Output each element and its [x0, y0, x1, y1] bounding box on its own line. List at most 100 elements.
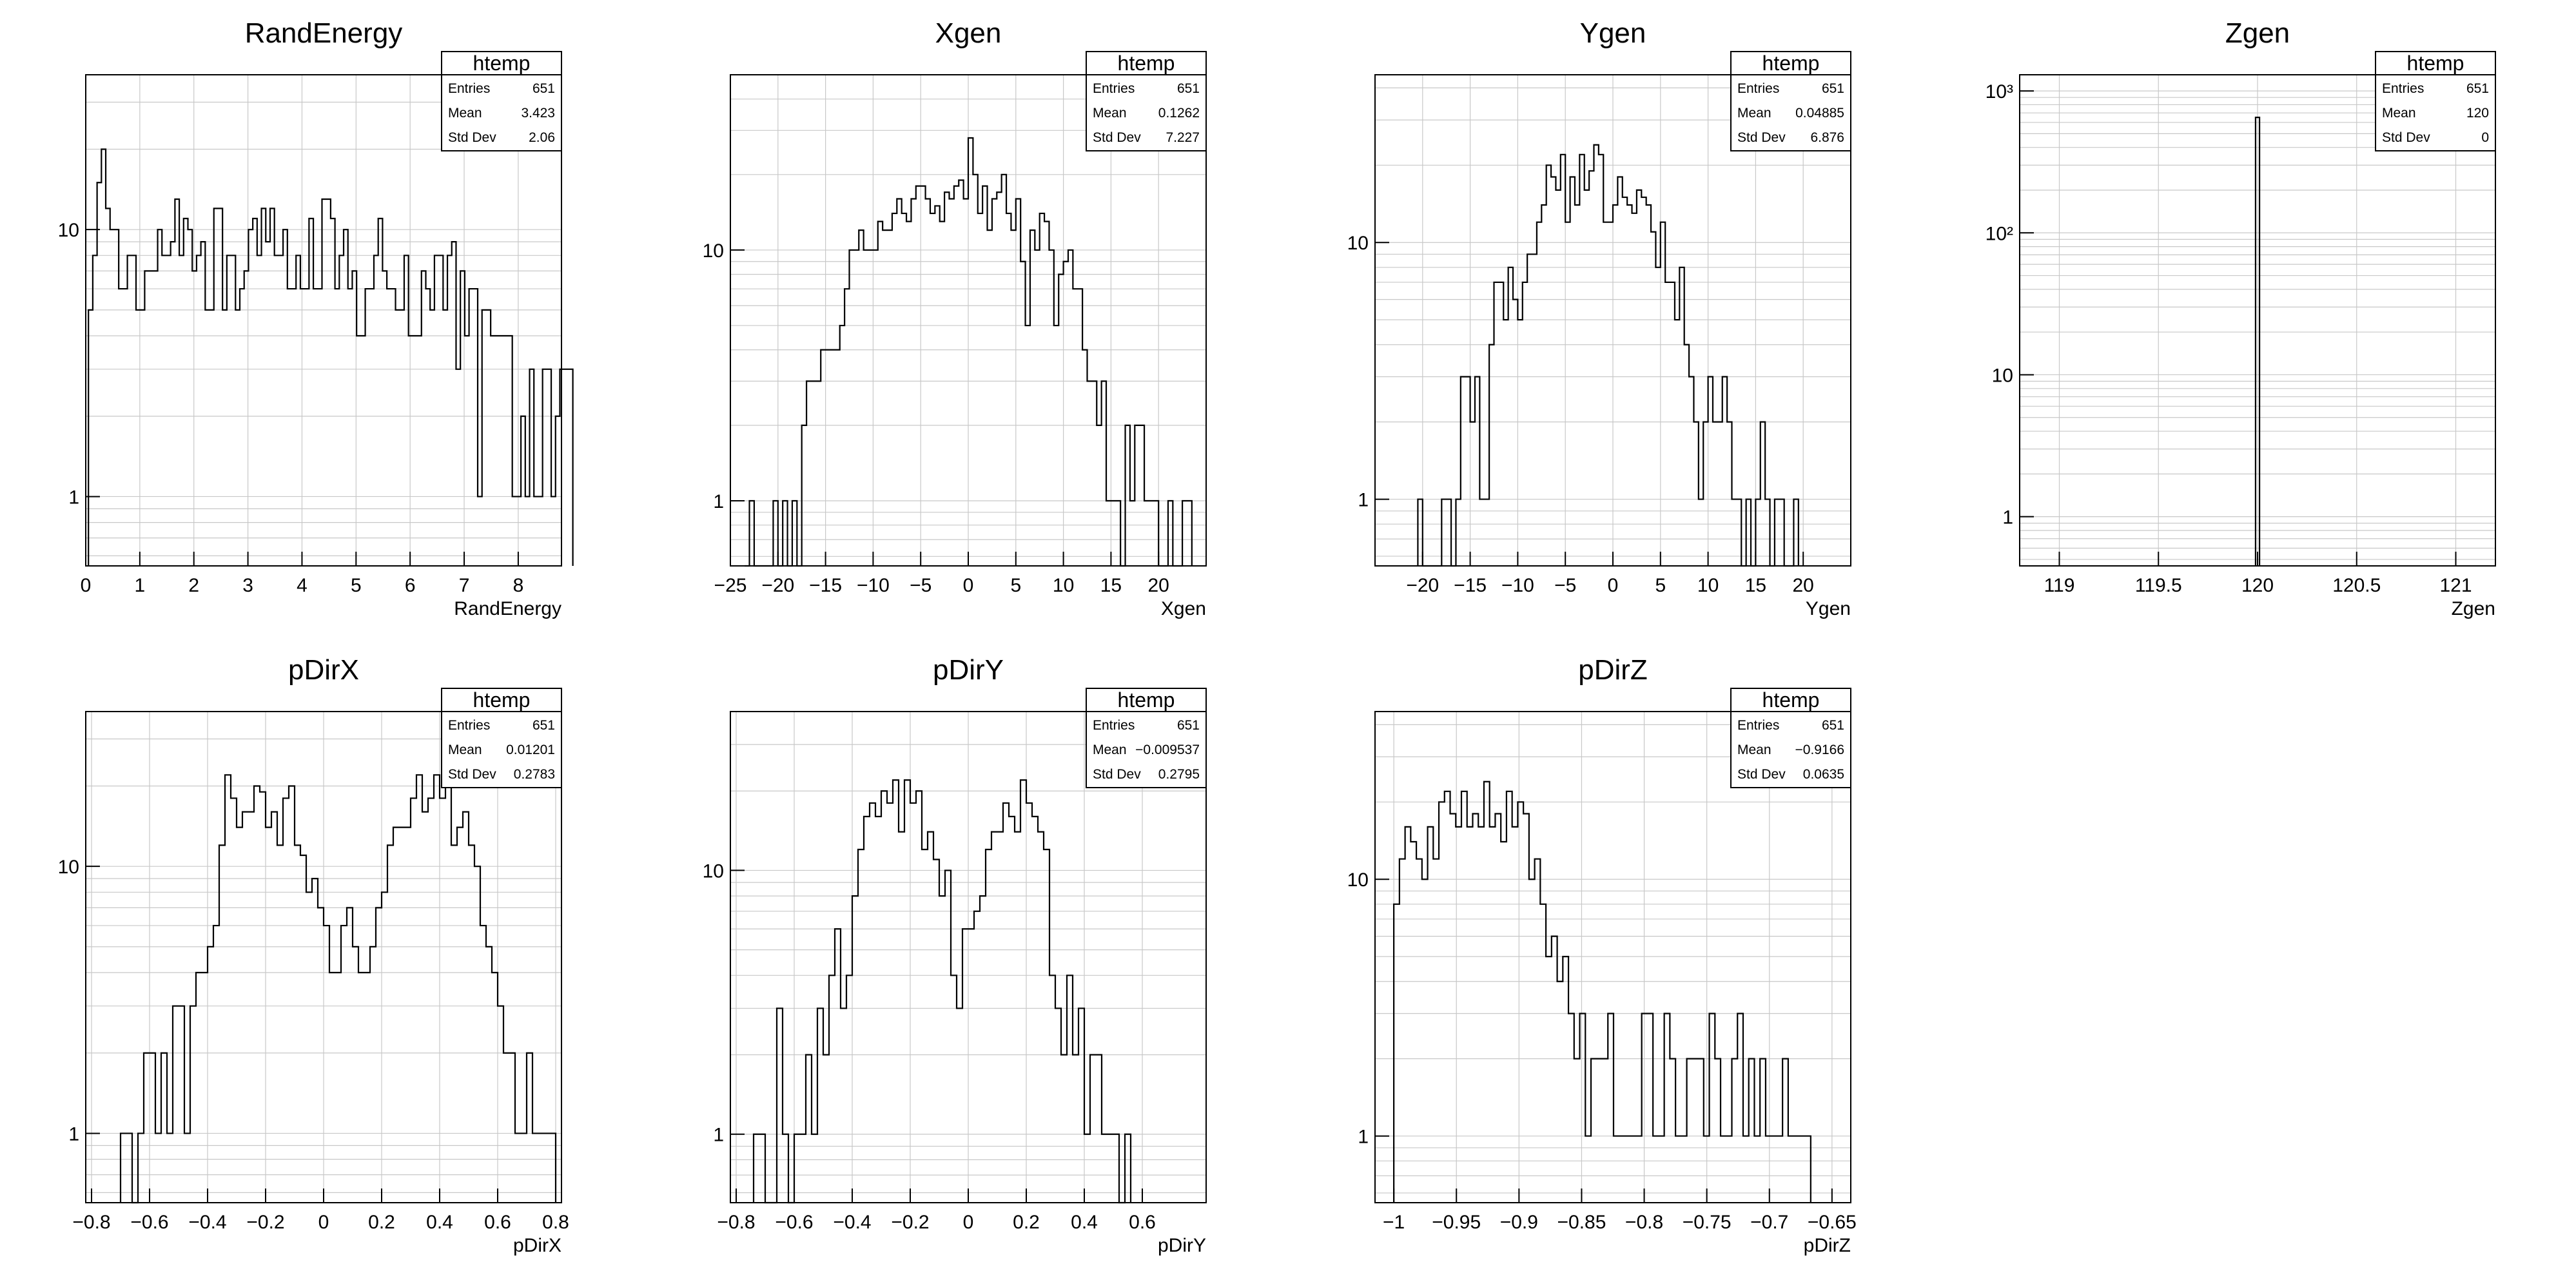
x-tick-label: −1: [1383, 1212, 1405, 1233]
x-tick-label: −20: [761, 575, 794, 596]
y-tick-label: 10: [703, 860, 724, 882]
y-tick-label: 1: [1358, 490, 1369, 511]
x-tick-label: 2: [188, 575, 199, 596]
x-tick-label: −0.8: [717, 1212, 755, 1233]
y-tick-label: 1: [1358, 1127, 1369, 1148]
histogram-outline: [2254, 117, 2261, 566]
x-axis: −0.8 −0.6 −0.4 −0.2 0 0.2 0.4 0.6 0.8: [72, 1189, 569, 1233]
histogram-panel-7: −1 −0.95 −0.9 −0.85 −0.8 −0.75 −0.7 −0.65 1 10 pDi…: [1347, 654, 1857, 1256]
stats-box: htemp Entries 651 Mean −0.009537 Std Dev 0.279…: [1086, 688, 1207, 788]
y-tick-label: 10: [1347, 233, 1369, 254]
stats-key: Std Dev: [448, 130, 496, 145]
stats-box: htemp Entries 651 Mean 3.423 Std Dev 2.06: [441, 51, 562, 151]
stats-box: htemp Entries 651 Mean 0.01201 Std Dev 0.2783: [441, 688, 562, 788]
x-tick-label: −20: [1406, 575, 1439, 596]
x-tick-label: 0: [1608, 575, 1619, 596]
y-tick-label: 1: [68, 1123, 79, 1145]
x-tick-label: −0.2: [246, 1212, 284, 1233]
stats-value: 120: [2466, 106, 2489, 121]
x-tick-label: 0: [318, 1212, 329, 1233]
histogram-panel-6: −0.8 −0.6 −0.4 −0.2 0 0.2 0.4 0.6 1 10 pDirY pDirY h…: [703, 654, 1207, 1256]
stats-key: Std Dev: [448, 767, 496, 782]
stats-key: Mean: [1093, 742, 1127, 757]
stats-value: −0.009537: [1135, 742, 1200, 757]
y-tick-label: 10: [703, 240, 724, 262]
x-tick-label: 8: [513, 575, 524, 596]
x-tick-label: 0: [963, 1212, 974, 1233]
stats-title: htemp: [1762, 688, 1820, 712]
x-axis: −20 −15 −10 −5 0 5 10 15 20: [1406, 552, 1814, 596]
x-tick-label: 20: [1148, 575, 1169, 596]
stats-value: 651: [1177, 718, 1200, 733]
histogram-outline: [752, 779, 1132, 1204]
stats-box-frame: [1086, 688, 1207, 788]
stats-value: 2.06: [529, 130, 555, 145]
y-tick-label: 10³: [1986, 81, 2013, 102]
x-tick-label: 7: [459, 575, 470, 596]
stats-key: Mean: [1093, 106, 1127, 121]
x-tick-label: 0: [963, 575, 974, 596]
x-tick-label: −0.95: [1432, 1212, 1481, 1233]
stats-key: Mean: [1737, 742, 1771, 757]
stats-value: 651: [532, 81, 555, 96]
x-tick-label: −10: [857, 575, 890, 596]
histogram-panel-3: −20 −15 −10 −5 0 5 10 15 20 1 10 Ygen Ygen htemp Entri…: [1347, 17, 1851, 619]
stats-title: htemp: [1118, 688, 1175, 712]
stats-box: htemp Entries 651 Mean 0.04885 Std Dev 6.876: [1730, 51, 1851, 151]
x-axis-label: Xgen: [1161, 598, 1206, 619]
stats-box-frame: [1086, 51, 1207, 151]
x-tick-label: 0.4: [426, 1212, 453, 1233]
x-axis: 0 1 2 3 4 5 6 7 8: [81, 552, 524, 596]
x-axis-label: RandEnergy: [454, 598, 561, 619]
y-axis: 1 10: [58, 220, 100, 508]
x-tick-label: 121: [2439, 575, 2472, 596]
x-axis: 119 119.5 120 120.5 121: [2044, 552, 2472, 596]
stats-key: Mean: [2382, 106, 2416, 121]
stats-key: Entries: [448, 81, 490, 96]
stats-value: 651: [1177, 81, 1200, 96]
x-tick-label: −0.8: [72, 1212, 110, 1233]
stats-box-frame: [441, 51, 562, 151]
stats-value: 0.04885: [1795, 106, 1844, 121]
x-tick-label: 119.5: [2135, 575, 2182, 596]
y-axis: 1 10: [1347, 233, 1389, 511]
histogram-outline: [1417, 144, 1799, 567]
plot-frame: [1374, 711, 1851, 1203]
stats-box: htemp Entries 651 Mean −0.9166 Std Dev 0.0635: [1730, 688, 1851, 788]
y-axis: 1 10: [1347, 869, 1389, 1148]
stats-value: 651: [1822, 718, 1844, 733]
plot-frame: [85, 74, 562, 567]
histogram-outline: [88, 148, 574, 566]
x-axis: −0.8 −0.6 −0.4 −0.2 0 0.2 0.4 0.6: [717, 1189, 1156, 1233]
y-tick-label: 1: [2002, 507, 2013, 529]
stats-box-frame: [2375, 51, 2496, 151]
stats-value: 0.1262: [1158, 106, 1200, 121]
y-tick-label: 10: [58, 220, 79, 241]
stats-title: htemp: [1118, 52, 1175, 75]
x-tick-label: −0.6: [130, 1212, 168, 1233]
x-axis: −25 −20 −15 −10 −5 0 5 10 15 20: [714, 552, 1169, 596]
x-tick-label: 10: [1053, 575, 1074, 596]
x-tick-label: −15: [1454, 575, 1487, 596]
x-tick-label: 0.6: [1129, 1212, 1156, 1233]
stats-key: Mean: [448, 742, 482, 757]
x-tick-label: 5: [1010, 575, 1021, 596]
x-tick-label: 3: [242, 575, 253, 596]
y-tick-label: 10: [1347, 869, 1369, 891]
stats-key: Entries: [2382, 81, 2424, 96]
x-tick-label: 4: [297, 575, 307, 596]
stats-key: Std Dev: [1737, 130, 1786, 145]
y-axis: 1 10: [703, 240, 745, 512]
y-axis: 1 10: [703, 860, 745, 1146]
stats-value: 0: [2481, 130, 2489, 145]
stats-value: 0.2783: [514, 767, 555, 782]
x-tick-label: −0.9: [1500, 1212, 1538, 1233]
stats-value: 7.227: [1166, 130, 1200, 145]
x-axis: −1 −0.95 −0.9 −0.85 −0.8 −0.75 −0.7 −0.65: [1383, 1189, 1857, 1233]
x-tick-label: −0.85: [1557, 1212, 1606, 1233]
chart-title: Xgen: [935, 17, 1002, 49]
stats-key: Std Dev: [1093, 767, 1141, 782]
stats-box-frame: [1730, 51, 1851, 151]
x-tick-label: 120.5: [2332, 575, 2381, 596]
x-tick-label: −0.2: [891, 1212, 929, 1233]
